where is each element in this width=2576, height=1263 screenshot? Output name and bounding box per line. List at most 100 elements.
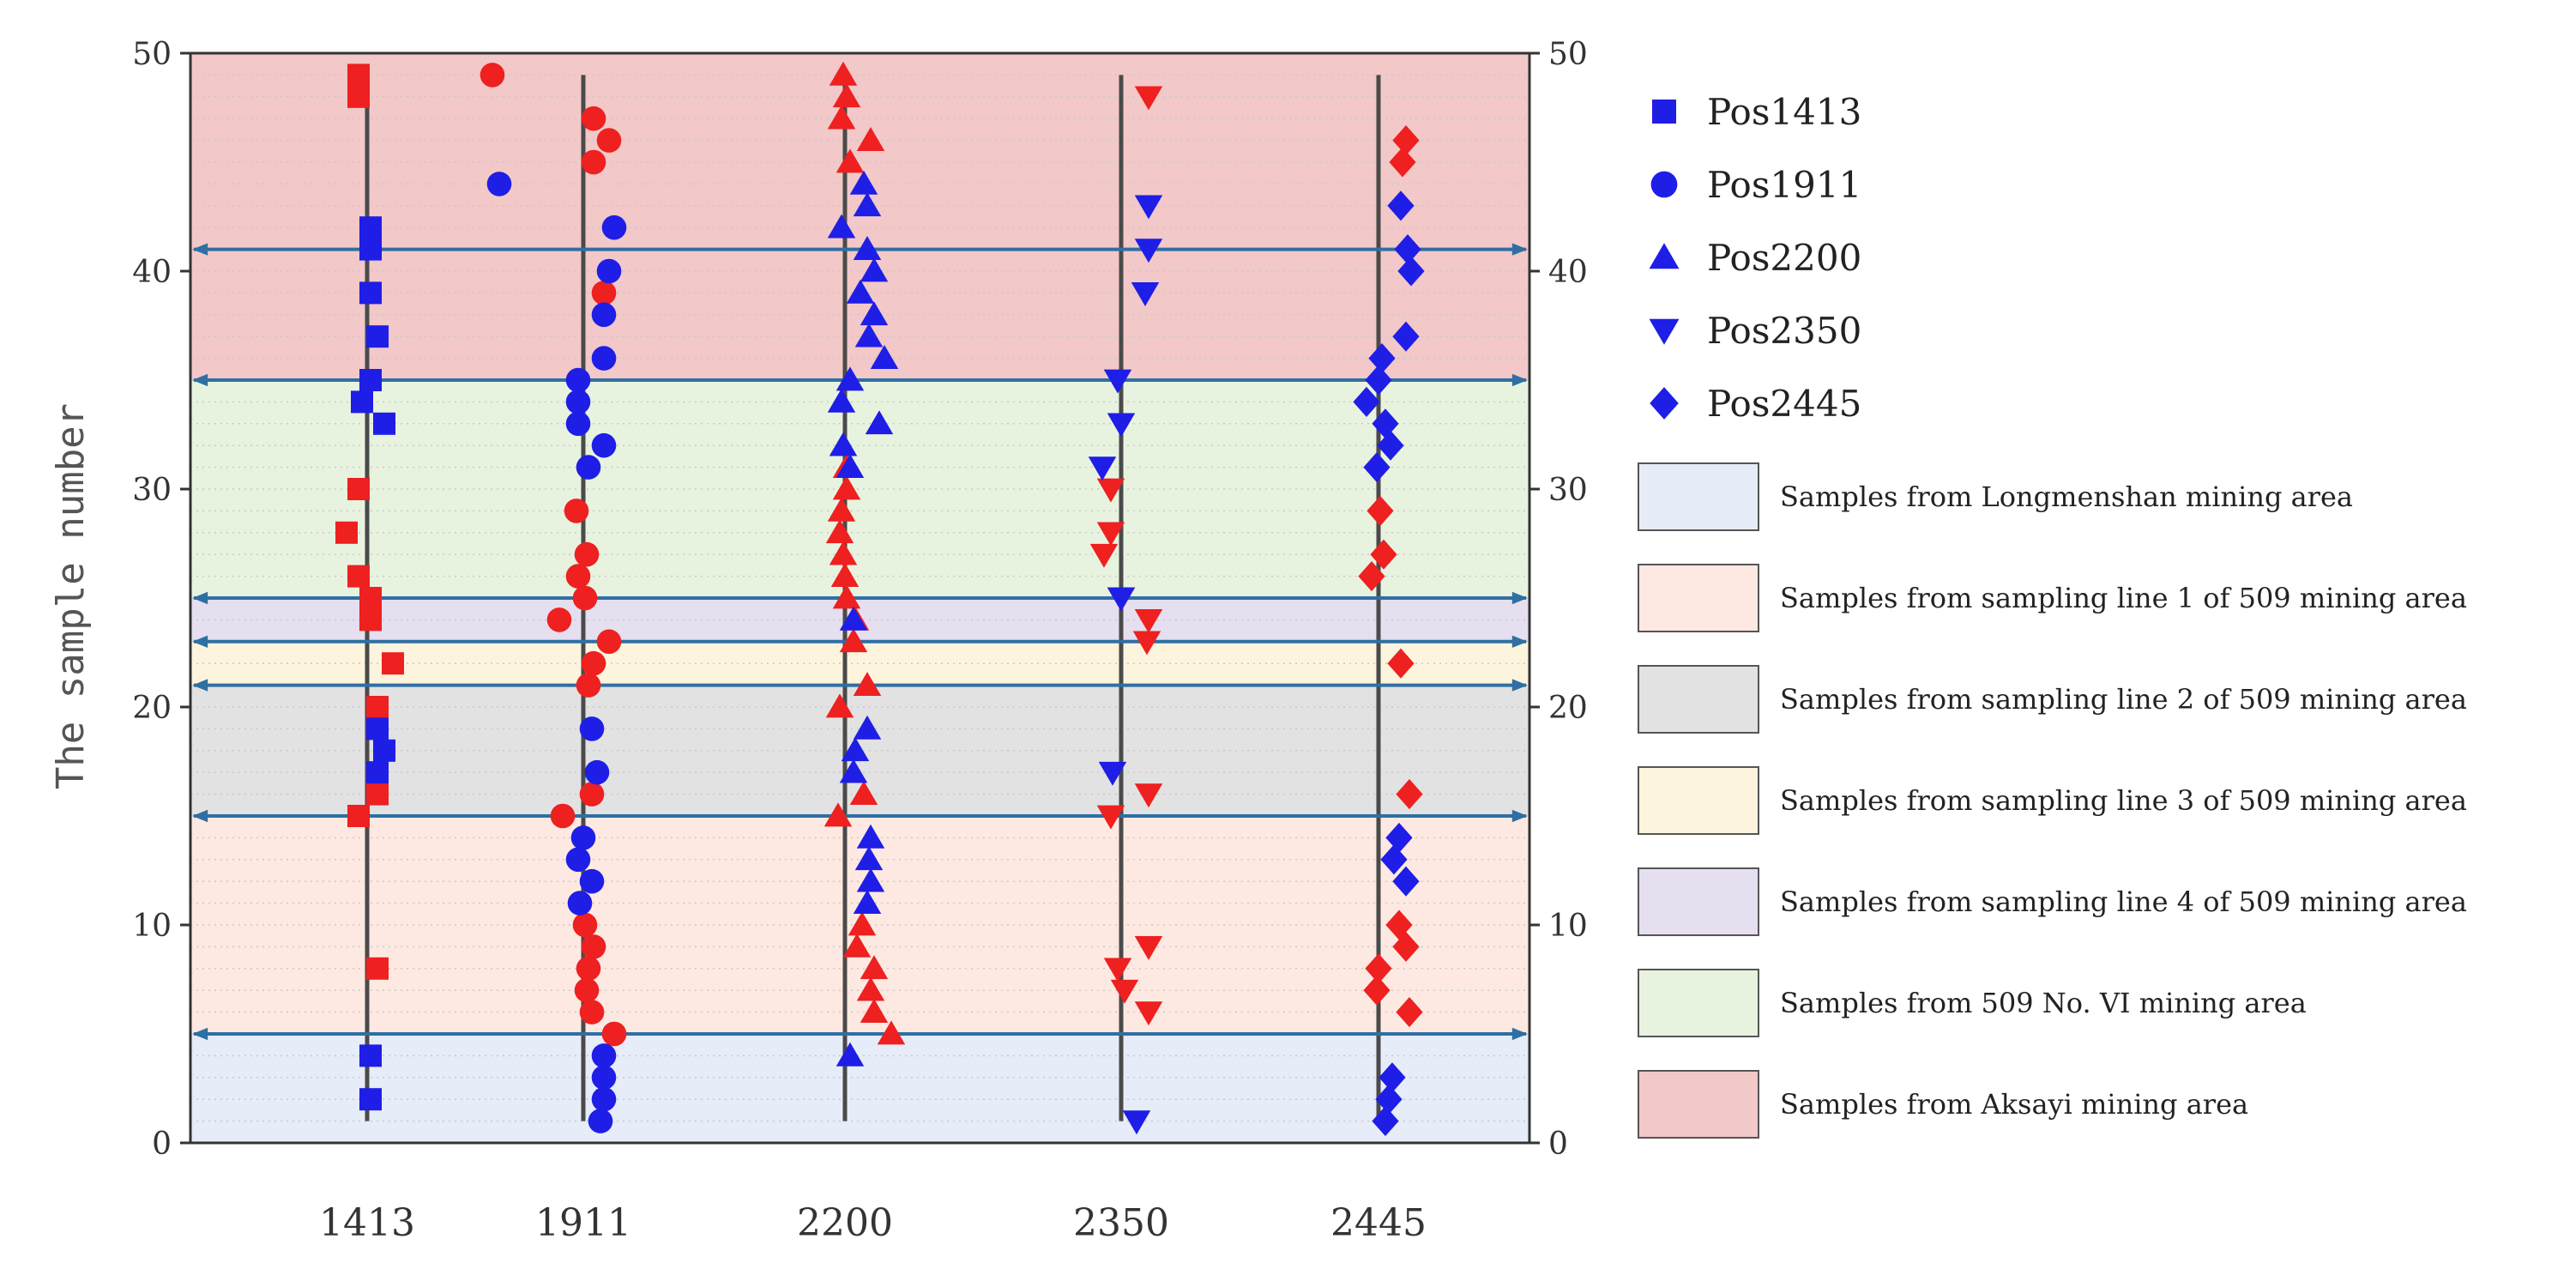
- point-1911-blue-33: [565, 411, 591, 437]
- point-2200-blue-44: [849, 170, 878, 195]
- y-tick-label-left: 20: [132, 691, 172, 726]
- y-tick-label-left: 40: [132, 255, 172, 290]
- point-2350-blue-39: [1131, 282, 1160, 306]
- point-1413-blue-18: [373, 739, 395, 762]
- point-1911-red-9: [581, 934, 606, 959]
- point-1413-blue-19: [366, 717, 389, 740]
- point-1911-blue-1: [588, 1109, 613, 1133]
- point-2200-blue-41: [853, 236, 882, 260]
- point-1413-blue-33: [373, 412, 395, 435]
- point-1911-blue-42: [601, 215, 627, 240]
- y-tick-label-right: 0: [1548, 1127, 1568, 1162]
- point-2350-blue-43: [1134, 195, 1163, 220]
- point-1911-red-7: [574, 977, 600, 1003]
- point-2200-red-5: [877, 1020, 906, 1045]
- point-2200-blue-12: [856, 867, 885, 892]
- legend: Pos1413 Pos1911 Pos2200 Pos2350 Pos2445 Sampl…: [1638, 91, 2467, 1139]
- legend-swatch-2: [1638, 665, 1759, 734]
- point-2445-red-27: [1370, 539, 1397, 570]
- x-category-label-1911: 1911: [535, 1201, 631, 1245]
- legend-region-label-3: Samples from sampling line 3 of 509 mini…: [1780, 784, 2467, 817]
- legend-swatch-1: [1638, 564, 1759, 632]
- legend-region-label-1: Samples from sampling line 1 of 509 mini…: [1780, 582, 2467, 614]
- point-1911-blue-32: [591, 432, 617, 458]
- y-tick-label-right: 20: [1548, 691, 1588, 726]
- point-1413-red-26: [347, 565, 370, 588]
- point-2200-blue-11: [853, 890, 882, 914]
- point-2445-blue-40: [1397, 256, 1425, 287]
- point-1413-red-28: [335, 521, 358, 544]
- point-2200-red-6: [860, 999, 889, 1023]
- point-1911-red-49: [480, 63, 505, 88]
- point-2200-blue-37: [854, 323, 884, 347]
- point-2350-blue-41: [1134, 239, 1163, 263]
- point-2200-blue-43: [853, 192, 882, 217]
- point-2445-blue-37: [1392, 321, 1420, 352]
- legend-region-label-6: Samples from Aksayi mining area: [1780, 1088, 2248, 1121]
- plot-frame: [189, 51, 1531, 1145]
- legend-label-Pos2445: Pos2445: [1707, 383, 1861, 425]
- data-points: [335, 61, 1425, 1137]
- point-1911-blue-3: [591, 1065, 617, 1091]
- legend-label-Pos2200: Pos2200: [1707, 237, 1861, 279]
- x-category-label-2445: 2445: [1330, 1201, 1427, 1245]
- point-1911-blue-17: [584, 759, 610, 785]
- point-1911-red-26: [565, 564, 591, 589]
- point-2200-red-7: [856, 976, 885, 1001]
- point-1911-blue-14: [570, 825, 596, 850]
- legend-region-label-0: Samples from Longmenshan mining area: [1780, 480, 2353, 513]
- point-1911-red-47: [581, 106, 606, 131]
- legend-swatch-6: [1638, 1070, 1759, 1139]
- point-1413-red-24: [359, 608, 382, 632]
- point-2200-red-10: [848, 911, 877, 936]
- point-1911-blue-2: [591, 1086, 617, 1112]
- legend-region-label-4: Samples from sampling line 4 of 509 mini…: [1780, 885, 2467, 918]
- point-2350-red-28: [1096, 522, 1125, 547]
- point-2445-red-29: [1366, 495, 1394, 526]
- point-2200-red-25: [832, 584, 861, 609]
- point-1413-blue-39: [359, 281, 382, 305]
- point-2445-blue-33: [1372, 408, 1399, 439]
- point-1413-blue-41: [359, 238, 382, 261]
- point-1911-red-23: [596, 629, 622, 655]
- point-2445-blue-43: [1387, 190, 1415, 221]
- point-1911-blue-11: [567, 891, 593, 916]
- point-2200-blue-19: [853, 715, 882, 740]
- point-2445-red-9: [1392, 931, 1420, 962]
- point-1911-red-5: [601, 1021, 627, 1047]
- point-2445-blue-2: [1375, 1084, 1403, 1115]
- point-2200-red-9: [842, 933, 872, 958]
- point-2200-red-29: [827, 497, 856, 522]
- point-1911-red-10: [572, 912, 598, 938]
- point-1911-blue-4: [591, 1043, 617, 1068]
- point-2445-red-46: [1392, 125, 1420, 156]
- legend-swatch-4: [1638, 867, 1759, 936]
- point-2200-blue-38: [860, 301, 889, 326]
- point-2200-blue-4: [836, 1042, 865, 1067]
- point-2200-blue-17: [839, 758, 868, 783]
- y-tick-label-left: 0: [152, 1127, 172, 1162]
- point-2350-blue-17: [1098, 761, 1127, 786]
- point-2200-blue-24: [839, 606, 868, 631]
- point-2445-red-6: [1396, 997, 1423, 1028]
- point-2200-red-23: [839, 628, 868, 653]
- point-2445-red-7: [1363, 975, 1391, 1006]
- point-2200-red-15: [823, 802, 853, 827]
- point-1911-blue-44: [486, 172, 512, 196]
- point-2445-red-26: [1358, 561, 1385, 592]
- legend-marker-Pos1413: [1652, 100, 1676, 124]
- point-2350-red-6: [1134, 1001, 1163, 1026]
- point-2445-red-8: [1365, 953, 1392, 984]
- point-2200-red-45: [836, 148, 865, 173]
- point-1413-red-15: [347, 805, 370, 827]
- point-2445-blue-13: [1380, 844, 1408, 875]
- y-tick-label-right: 40: [1548, 255, 1588, 290]
- y-axis-title: The sample number: [49, 403, 93, 789]
- point-2445-blue-34: [1353, 386, 1380, 417]
- point-2200-red-48: [832, 83, 861, 108]
- legend-marker-Pos2350: [1649, 318, 1680, 345]
- point-1911-blue-13: [565, 847, 591, 873]
- y-tick-label-left: 50: [132, 37, 172, 72]
- region-band-0: [190, 1034, 1529, 1143]
- point-2350-blue-25: [1107, 587, 1136, 612]
